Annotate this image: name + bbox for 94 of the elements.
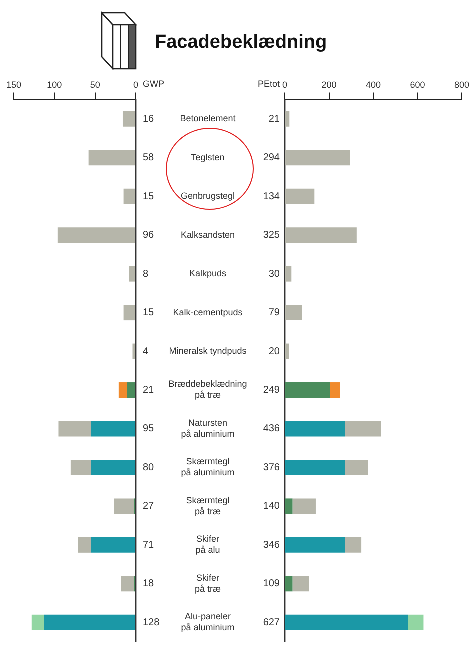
- total-label: 71: [143, 540, 155, 551]
- y-tick-label: Kalkpuds: [189, 268, 228, 279]
- total-label: 27: [143, 501, 155, 512]
- total-label: 15: [143, 191, 155, 202]
- bar: [91, 537, 136, 553]
- bar: [286, 460, 346, 476]
- bar: [408, 614, 424, 630]
- y-tick-label: Genbrugstegl: [180, 191, 236, 202]
- bar: [44, 614, 136, 630]
- total-label: 30: [268, 268, 280, 280]
- bar: [124, 305, 136, 321]
- bar: [127, 382, 136, 398]
- total-label: 4: [143, 346, 149, 358]
- total-label: 21: [143, 385, 155, 396]
- total-label: 21: [268, 114, 280, 125]
- bar: [292, 576, 310, 592]
- y-tick-label: Alu-paneler på aluminium: [181, 612, 235, 633]
- bar: [121, 576, 134, 592]
- x-axis-title: PEtot: [258, 78, 280, 89]
- bar: [286, 498, 293, 514]
- bar: [286, 305, 302, 321]
- total-label: 128: [143, 617, 160, 628]
- x-tick-label: 50: [90, 80, 100, 90]
- total-label: 15: [143, 308, 155, 319]
- bar: [70, 460, 92, 476]
- y-tick-label: Skifer på træ: [194, 572, 222, 594]
- x-tick-label: 200: [322, 80, 337, 90]
- total-label: 58: [143, 152, 155, 164]
- y-tick-label: Betonelement: [180, 114, 236, 124]
- total-label: 20: [268, 346, 280, 358]
- y-tick-label: Skærmtegl på træ: [186, 495, 230, 516]
- bar: [118, 382, 128, 398]
- y-tick-label: Skifer på alu: [196, 534, 220, 556]
- total-label: 79: [268, 308, 280, 319]
- total-label: 325: [263, 230, 280, 242]
- total-label: 95: [143, 424, 155, 435]
- total-label: 376: [263, 462, 280, 474]
- x-tick-label: 800: [454, 80, 470, 90]
- total-label: 249: [263, 385, 280, 396]
- total-label: 8: [143, 268, 149, 280]
- bar: [345, 537, 362, 553]
- total-label: 96: [143, 230, 155, 242]
- bar: [78, 537, 92, 553]
- x-tick-label: 600: [410, 80, 426, 90]
- bar: [286, 614, 408, 630]
- bar: [32, 614, 44, 630]
- bar: [345, 460, 368, 476]
- total-label: 80: [143, 462, 155, 474]
- total-label: 294: [263, 152, 280, 164]
- bar: [345, 421, 382, 437]
- total-label: 16: [143, 114, 155, 125]
- x-tick-label: 100: [47, 80, 62, 90]
- total-label: 436: [263, 424, 280, 435]
- y-tick-label: Mineralsk tyndpuds: [169, 346, 248, 356]
- bar: [58, 228, 136, 244]
- y-tick-label: Kalksandsten: [180, 230, 236, 240]
- total-label: 140: [263, 501, 280, 512]
- total-label: 346: [263, 540, 280, 551]
- y-tick-label: Skærmtegl på aluminium: [181, 456, 235, 478]
- bar: [292, 498, 316, 514]
- bar: [91, 421, 136, 437]
- x-tick-label: 400: [366, 80, 382, 90]
- y-tick-label: Natursten på aluminium: [181, 418, 235, 439]
- x-axis-title: GWP: [143, 78, 164, 89]
- bar: [132, 344, 136, 360]
- y-tick-label: Kalk-cementpuds: [173, 307, 244, 318]
- bar: [286, 150, 350, 166]
- bar: [122, 111, 136, 127]
- x-tick-label: 150: [6, 80, 22, 90]
- bar: [286, 111, 290, 127]
- y-tick-label: Bræddebeklædning på træ: [168, 379, 248, 400]
- chart-title: Facadebeklædning: [155, 32, 328, 54]
- y-tick-label: Teglsten: [191, 152, 225, 162]
- total-label: 109: [263, 578, 280, 590]
- bar: [286, 344, 290, 360]
- bar: [88, 150, 136, 166]
- bar: [286, 266, 292, 282]
- bar: [58, 421, 92, 437]
- bar: [286, 188, 315, 204]
- bar: [286, 421, 346, 437]
- bar: [330, 382, 340, 398]
- total-label: 627: [263, 617, 280, 628]
- bar: [286, 228, 357, 244]
- bar: [114, 498, 134, 514]
- bar: [286, 537, 346, 553]
- bar: [286, 576, 293, 592]
- bar: [286, 382, 330, 398]
- bar: [91, 460, 136, 476]
- total-label: 134: [263, 191, 280, 202]
- bar: [129, 266, 136, 282]
- total-label: 18: [143, 578, 155, 590]
- bar: [124, 188, 136, 204]
- x-tick-label: 0: [133, 80, 139, 90]
- x-tick-label: 0: [282, 80, 288, 90]
